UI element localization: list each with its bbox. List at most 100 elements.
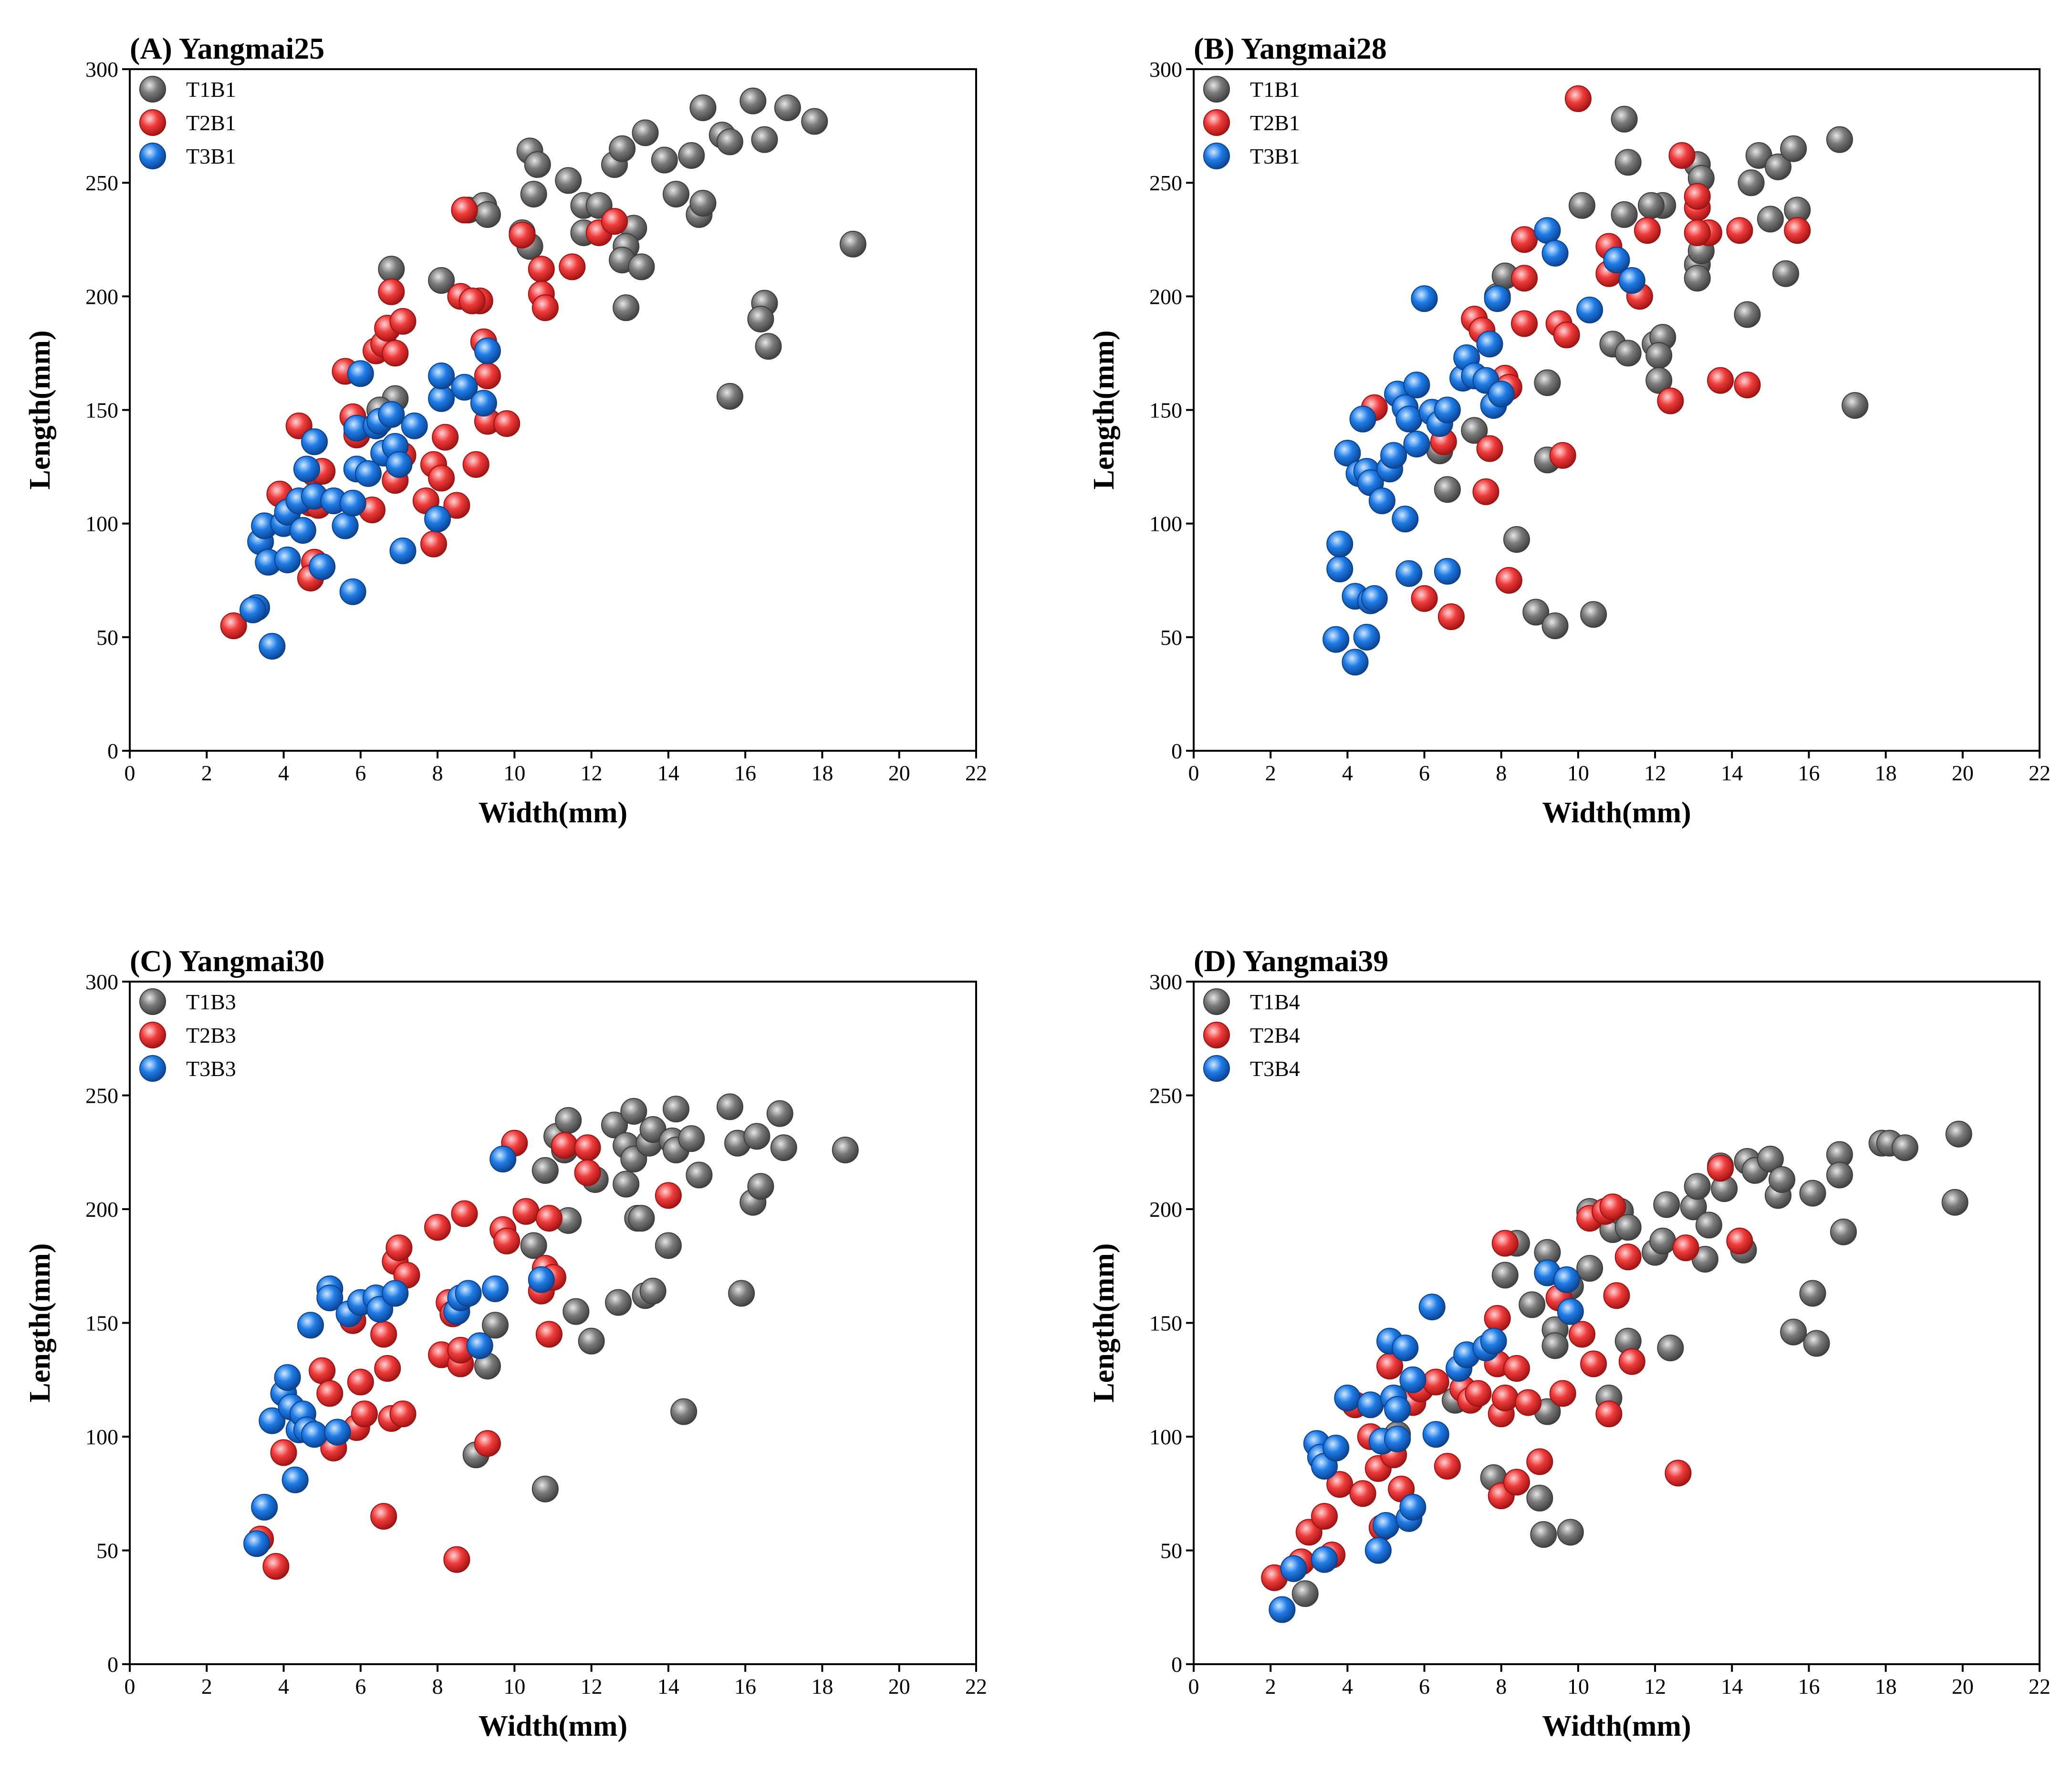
legend-marker [1203,1055,1230,1082]
data-point [1491,1384,1519,1411]
data-point [1611,105,1638,133]
x-tick-label: 4 [278,761,289,785]
legend-marker [1203,1022,1230,1048]
data-point [482,1312,509,1339]
data-point [1780,135,1807,162]
data-point [551,1132,578,1159]
data-point [520,1232,547,1259]
data-point [378,401,405,428]
chart-panel-3: 0 2 4 6 8 10 12 14 16 18 20 22 0 50 100 150 200 250 300 Wid… [24,944,987,1742]
data-point [663,180,690,207]
x-tick-label: 16 [734,761,756,785]
data-point [301,1421,328,1448]
data-point [1603,1282,1630,1309]
data-point [1634,217,1661,244]
data-point [1353,623,1380,651]
data-point [628,1205,655,1232]
data-point [1434,558,1461,585]
y-tick-label: 200 [85,284,118,309]
data-point [1891,1134,1918,1161]
data-point [1665,1460,1692,1487]
x-tick-label: 6 [355,761,366,785]
data-point [259,1407,286,1434]
data-point [601,1111,628,1139]
panel-title: (B) Yangmai28 [1194,31,1387,65]
data-point [1422,1368,1449,1396]
y-tick-label: 150 [85,1311,118,1336]
data-point [324,1419,351,1446]
x-tick-label: 18 [1875,1674,1897,1699]
data-point [578,1327,605,1355]
legend-marker [1203,988,1230,1015]
data-point [520,180,547,207]
data-point [628,253,655,280]
data-point [1757,1146,1784,1173]
data-point [354,460,382,487]
data-point [1657,1334,1684,1361]
data-point [1503,526,1530,553]
y-tick-label: 0 [107,739,118,763]
data-point [1526,1484,1553,1512]
x-tick-label: 6 [1419,761,1430,785]
data-point [1799,1180,1826,1207]
data-point [1392,1334,1419,1361]
data-point [1564,85,1592,112]
data-point [655,1232,682,1259]
plot-frame [1193,68,2041,752]
x-tick-label: 22 [965,1674,987,1699]
data-point [382,340,409,367]
x-tick-label: 10 [503,761,525,785]
data-point [801,108,828,135]
data-point [1734,301,1761,328]
data-point [274,1364,301,1391]
data-point [389,537,416,564]
data-point [293,456,320,483]
x-tick-label: 8 [432,761,443,785]
legend-label: T1B1 [186,77,236,102]
data-point [1568,192,1595,219]
data-point [1384,1425,1411,1452]
data-point [559,253,586,280]
data-point [428,363,455,390]
data-point [1645,342,1673,369]
series-T2B1 [1361,85,1811,630]
data-point [1399,1493,1426,1521]
data-point [747,305,774,332]
data-point [281,1466,309,1493]
data-point [1322,1434,1350,1461]
data-point [686,1161,713,1189]
panel-title: (D) Yangmai39 [1194,944,1388,978]
data-point [451,373,478,401]
data-point [1372,1512,1399,1539]
x-tick-label: 14 [1721,1674,1743,1699]
data-point [1361,585,1388,612]
data-point [270,1439,297,1466]
data-point [1553,1266,1580,1293]
data-point [1726,217,1753,244]
data-point [1357,1391,1384,1419]
data-point [509,221,536,249]
data-point [1422,1421,1449,1448]
y-tick-label: 200 [85,1197,118,1222]
data-point [1326,530,1354,558]
data-point [1553,321,1580,349]
data-point [1411,585,1438,612]
data-point [1530,1521,1557,1548]
data-point [755,333,782,360]
panel-title: (A) Yangmai25 [130,31,324,65]
data-point [482,1275,509,1302]
data-point [1437,603,1465,630]
data-point [316,1380,344,1407]
data-point [1511,310,1538,337]
x-tick-label: 0 [125,761,135,785]
data-point [747,1173,774,1200]
data-point [420,530,448,558]
data-point [689,94,717,121]
data-point [1503,1355,1530,1382]
data-point [678,142,705,169]
data-point [1614,1214,1642,1241]
data-point [670,1398,698,1425]
data-point [385,1234,413,1262]
x-tick-label: 20 [1952,1674,1974,1699]
